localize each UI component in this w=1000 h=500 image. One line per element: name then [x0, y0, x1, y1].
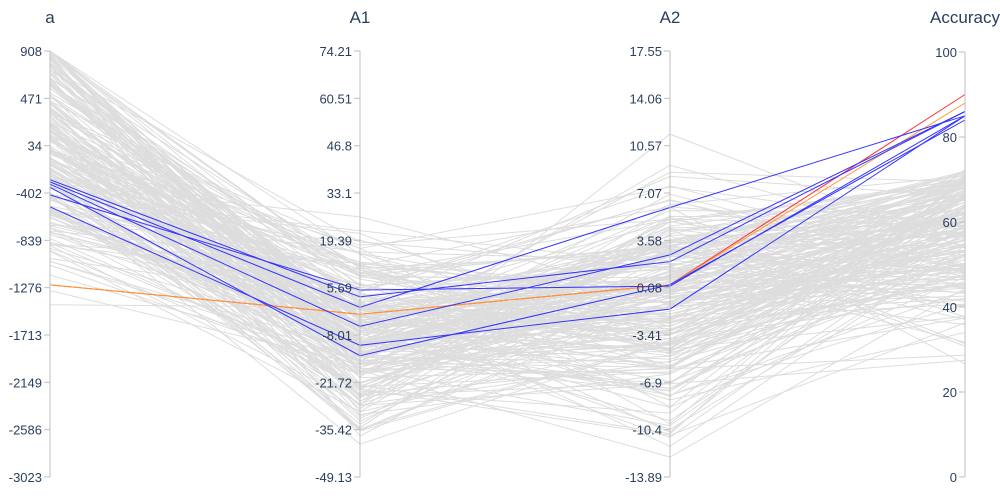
- axis-title: Accuracy: [930, 8, 1000, 27]
- background-line: [49, 121, 966, 355]
- background-line: [49, 160, 966, 363]
- background-line: [49, 139, 966, 422]
- background-line: [49, 126, 966, 317]
- background-line: [49, 158, 966, 287]
- background-line: [49, 62, 966, 369]
- background-line: [49, 100, 966, 347]
- tick-label: 7.07: [637, 186, 662, 201]
- highlighted-line: [49, 102, 966, 315]
- background-line: [49, 178, 966, 391]
- tick-label: 10.57: [629, 139, 662, 154]
- background-line: [49, 210, 966, 375]
- background-line: [49, 153, 966, 346]
- background-line: [49, 137, 966, 376]
- tick-label: 40: [943, 300, 957, 315]
- tick-label: -1276: [9, 281, 42, 296]
- tick-label: -8.01: [322, 328, 352, 343]
- axis-title: A2: [660, 8, 681, 27]
- background-line: [49, 227, 966, 389]
- tick-label: -402: [16, 186, 42, 201]
- background-lines: [49, 50, 966, 458]
- axis-title: a: [45, 8, 55, 27]
- tick-label: 34: [28, 139, 42, 154]
- background-line: [49, 66, 966, 355]
- tick-label: -13.89: [625, 470, 662, 485]
- highlighted-line: [49, 115, 966, 308]
- tick-label: 0: [950, 470, 957, 485]
- tick-label: -3.41: [632, 328, 662, 343]
- axis-title: A1: [350, 8, 371, 27]
- background-line: [49, 55, 966, 350]
- tick-label: -2149: [9, 375, 42, 390]
- background-line: [49, 50, 966, 392]
- tick-label: -3023: [9, 470, 42, 485]
- background-line: [49, 151, 966, 327]
- highlighted-line: [49, 111, 966, 327]
- tick-label: 60.51: [319, 91, 352, 106]
- background-line: [49, 116, 966, 436]
- background-line: [49, 213, 966, 383]
- background-line: [49, 87, 966, 322]
- tick-label: 908: [20, 44, 42, 59]
- highlighted-line: [49, 115, 966, 346]
- background-line: [49, 129, 966, 309]
- background-line: [49, 184, 966, 364]
- tick-label: -2586: [9, 423, 42, 438]
- tick-label: -1713: [9, 328, 42, 343]
- background-line: [49, 208, 966, 427]
- tick-label: 17.55: [629, 44, 662, 59]
- tick-label: 46.8: [327, 139, 352, 154]
- tick-label: 19.39: [319, 233, 352, 248]
- background-line: [49, 197, 966, 353]
- background-line: [49, 50, 966, 374]
- background-line: [49, 131, 966, 447]
- axes: a 908 471 34 -402 -839 -1276 -1713 -2149 -2586 -30…: [9, 8, 1000, 485]
- tick-label: -6.9: [640, 375, 662, 390]
- background-line: [49, 94, 966, 297]
- highlighted-lines: [49, 94, 966, 357]
- tick-label: 14.06: [629, 91, 662, 106]
- tick-label: -49.13: [315, 470, 352, 485]
- background-line: [49, 113, 966, 353]
- tick-label: 100: [935, 45, 957, 60]
- background-line: [49, 187, 966, 362]
- background-line: [49, 85, 966, 389]
- tick-label: 3.58: [637, 233, 662, 248]
- background-line: [49, 186, 966, 346]
- highlighted-line: [49, 119, 966, 357]
- background-line: [49, 122, 966, 398]
- background-line: [49, 167, 966, 431]
- background-line: [49, 243, 966, 298]
- background-line: [49, 92, 966, 317]
- background-line: [49, 132, 966, 401]
- tick-label: -839: [16, 233, 42, 248]
- background-line: [49, 207, 966, 348]
- tick-label: -35.42: [315, 423, 352, 438]
- tick-label: 0.08: [637, 281, 662, 296]
- background-line: [49, 106, 966, 351]
- tick-label: 20: [943, 385, 957, 400]
- tick-label: 80: [943, 130, 957, 145]
- background-line: [49, 170, 966, 289]
- background-line: [49, 212, 966, 347]
- tick-label: 5.69: [327, 281, 352, 296]
- tick-label: -10.4: [632, 423, 662, 438]
- highlighted-line: [49, 115, 966, 291]
- background-line: [49, 160, 966, 303]
- background-line: [49, 149, 966, 332]
- tick-label: 60: [943, 215, 957, 230]
- background-line: [49, 238, 966, 376]
- tick-label: 471: [20, 91, 42, 106]
- highlighted-line: [49, 111, 966, 298]
- tick-label: 33.1: [327, 186, 352, 201]
- tick-label: -21.72: [315, 375, 352, 390]
- tick-label: 74.21: [319, 44, 352, 59]
- background-line: [49, 250, 966, 413]
